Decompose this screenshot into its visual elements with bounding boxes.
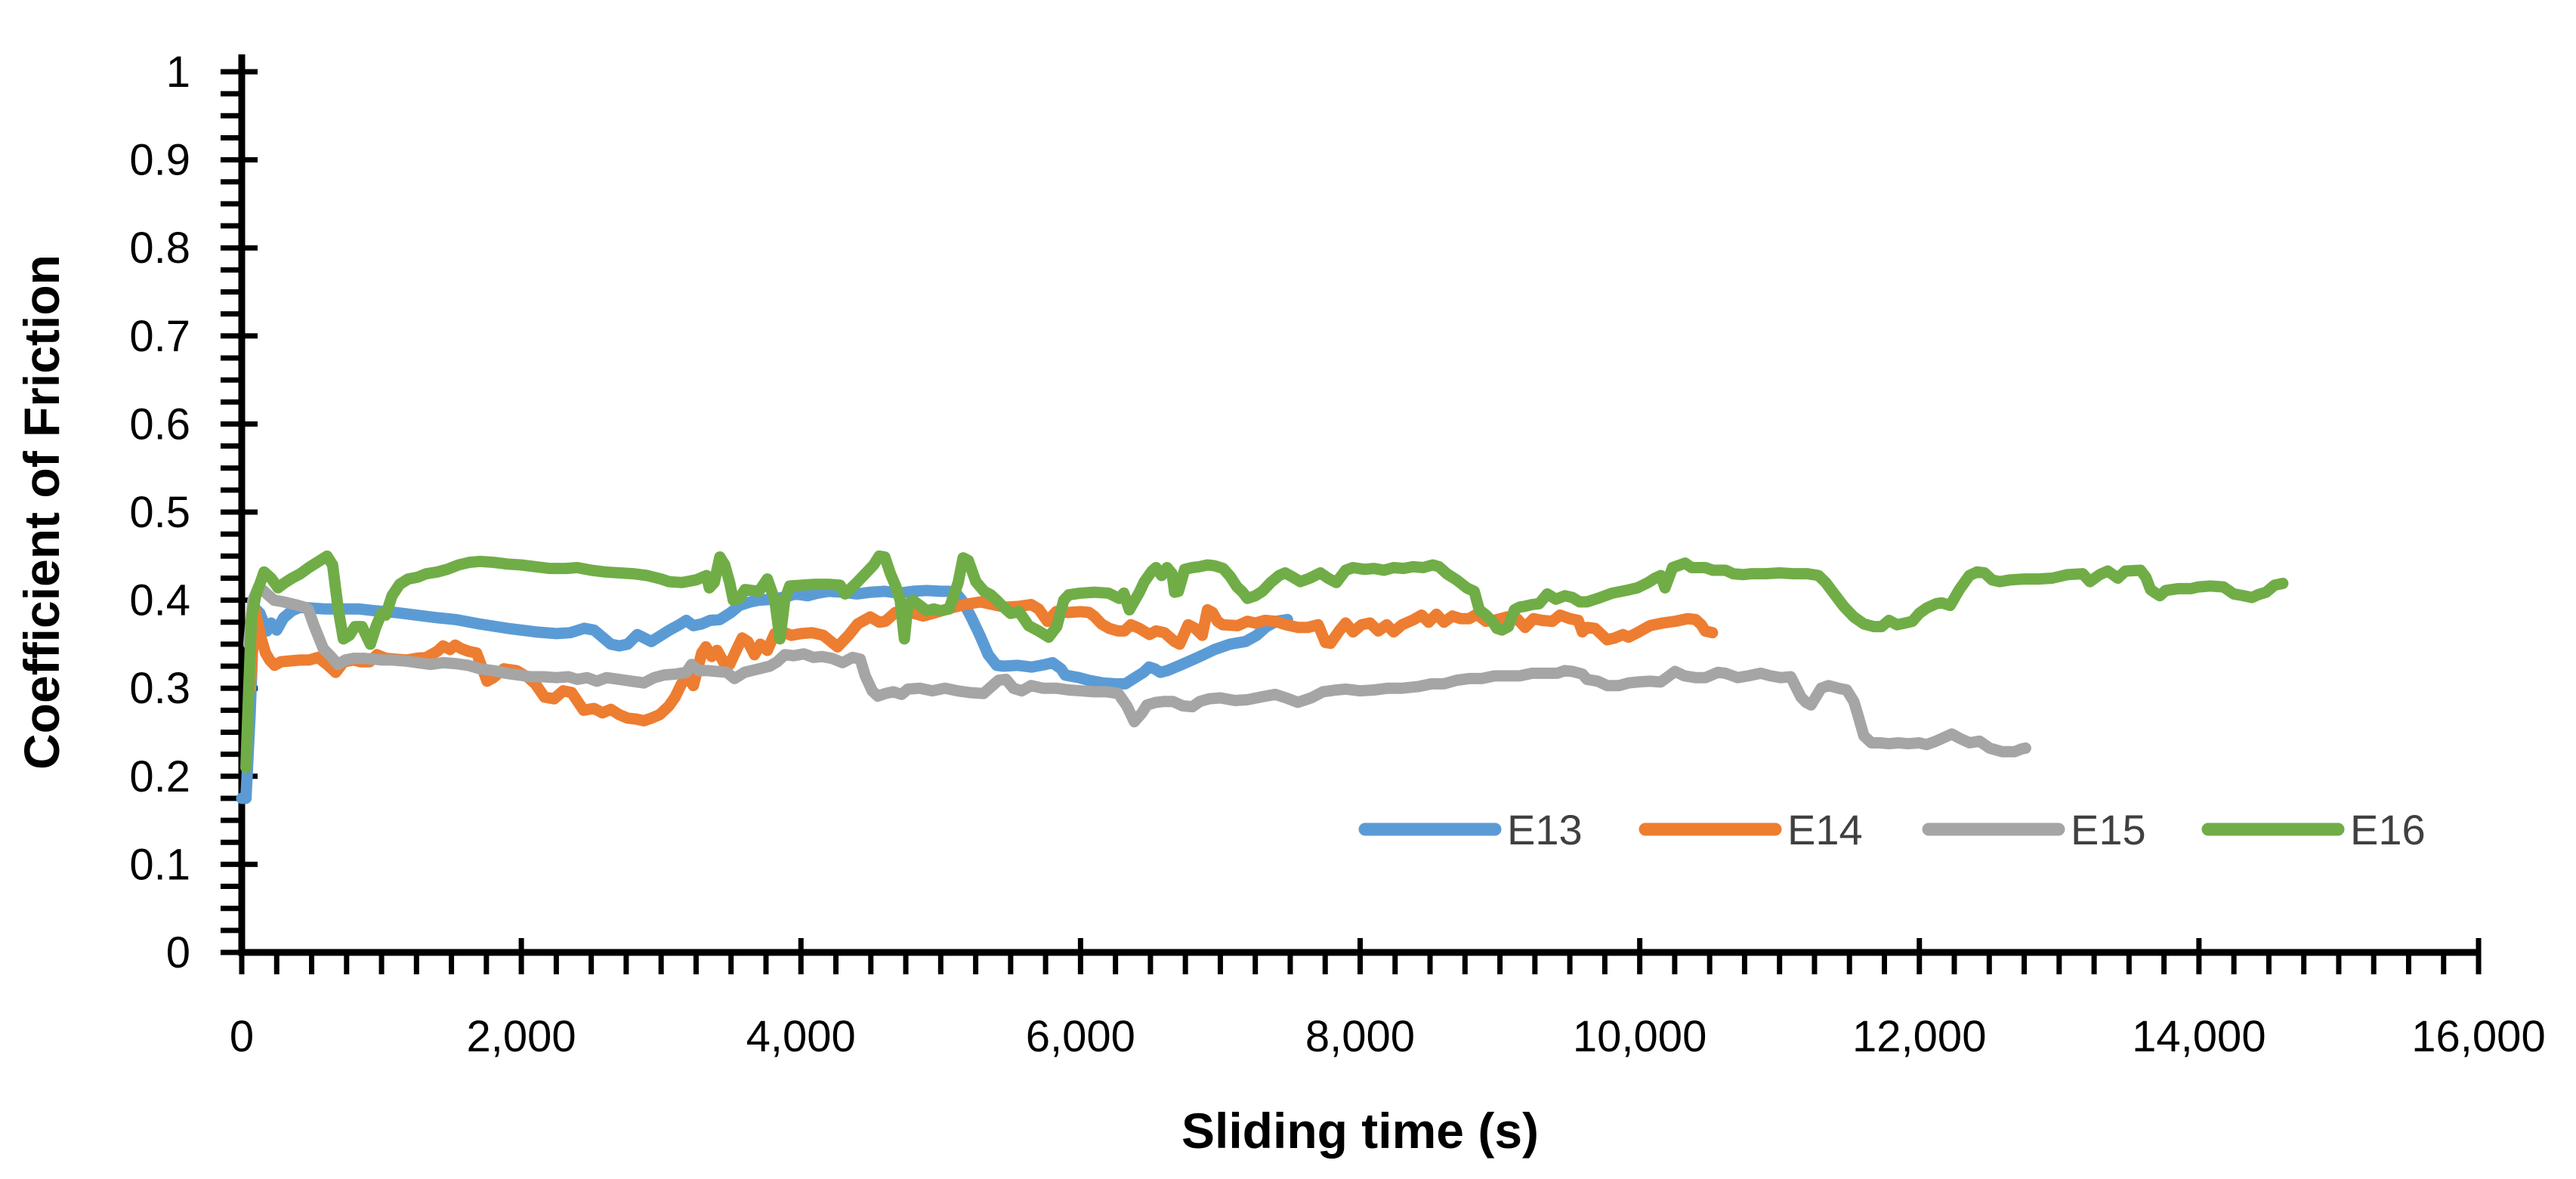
y-tick-label: 0.4	[129, 576, 190, 625]
x-tick-label: 4,000	[746, 1012, 856, 1061]
legend-label-E13: E13	[1507, 806, 1583, 853]
x-tick-label: 6,000	[1026, 1012, 1135, 1061]
x-tick-label: 8,000	[1305, 1012, 1415, 1061]
y-tick-label: 0.7	[129, 312, 190, 361]
legend-item-E16[interactable]: E16	[2201, 806, 2426, 853]
y-tick-label: 0.9	[129, 136, 190, 185]
legend-label-E15: E15	[2071, 806, 2146, 853]
x-axis-title: Sliding time (s)	[1181, 1103, 1539, 1159]
y-tick-label: 1	[166, 48, 190, 97]
legend-item-E14[interactable]: E14	[1639, 806, 1863, 853]
legend-item-E15[interactable]: E15	[1922, 806, 2146, 853]
y-tick-label: 0.2	[129, 752, 190, 801]
legend-item-E13[interactable]: E13	[1358, 806, 1583, 853]
y-tick-label: 0	[166, 928, 190, 977]
series-E16-line[interactable]	[240, 550, 2289, 773]
series-E15-line[interactable]	[242, 581, 2031, 758]
x-tick-label: 14,000	[2132, 1012, 2266, 1061]
y-tick-label: 0.1	[129, 840, 190, 889]
x-tick-label: 12,000	[1852, 1012, 1986, 1061]
y-axis-title: Coefficient of Friction	[14, 255, 69, 770]
legend-label-E16: E16	[2350, 806, 2426, 853]
x-tick-label: 2,000	[467, 1012, 576, 1061]
y-tick-label: 0.5	[129, 488, 190, 537]
y-tick-label: 0.3	[129, 664, 190, 713]
x-tick-label: 0	[230, 1012, 254, 1061]
series-E14-line[interactable]	[244, 596, 1719, 727]
y-tick-label: 0.8	[129, 224, 190, 273]
x-tick-label: 10,000	[1573, 1012, 1707, 1061]
x-tick-label: 16,000	[2411, 1012, 2545, 1061]
legend-label-E14: E14	[1787, 806, 1863, 853]
y-tick-label: 0.6	[129, 400, 190, 449]
